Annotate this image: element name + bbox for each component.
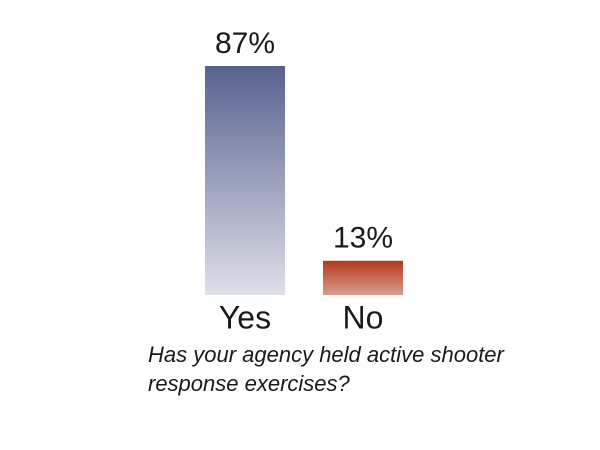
value-label: 13% bbox=[333, 222, 393, 255]
value-label: 87% bbox=[215, 27, 275, 60]
x-tick-label: Yes bbox=[219, 299, 271, 335]
bar bbox=[205, 66, 285, 295]
x-tick-label: No bbox=[343, 299, 384, 335]
bar bbox=[323, 260, 403, 295]
chart: 87% Yes 13% No bbox=[205, 27, 403, 335]
chart-title: Has your agency held active shooter resp… bbox=[148, 342, 504, 396]
